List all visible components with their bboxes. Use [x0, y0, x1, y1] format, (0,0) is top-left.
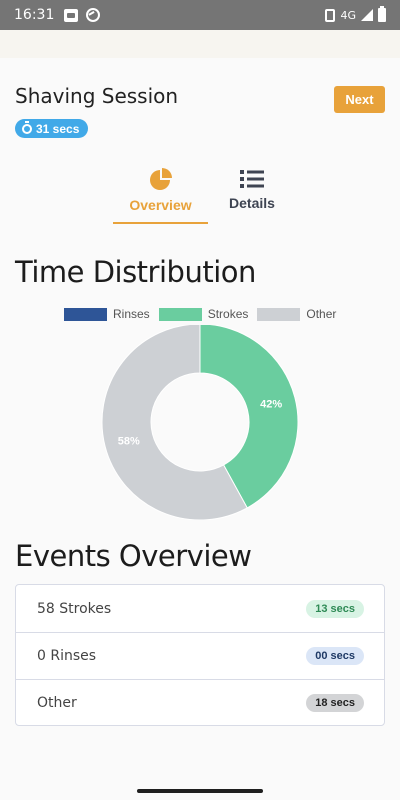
session-duration: 31 secs — [36, 121, 80, 136]
legend-swatch-other — [257, 307, 301, 321]
home-gesture-handle[interactable] — [137, 789, 263, 793]
photo-notification-icon — [64, 8, 79, 22]
legend-item-rinses[interactable]: Rinses — [64, 307, 150, 321]
vibrate-icon — [325, 8, 336, 22]
event-label: Other — [37, 695, 77, 711]
network-type: 4G — [340, 8, 356, 22]
donut-slice-strokes[interactable] — [199, 325, 299, 509]
status-notifications — [64, 8, 101, 22]
legend-item-other[interactable]: Other — [257, 307, 336, 321]
event-row-other[interactable]: Other 18 secs — [16, 679, 384, 726]
legend-swatch-rinses — [64, 307, 107, 321]
tab-details[interactable]: Details — [221, 168, 283, 224]
battery-icon — [378, 6, 386, 22]
event-duration-badge: 13 secs — [306, 599, 364, 618]
tab-overview-label: Overview — [129, 197, 192, 213]
tab-bar: Overview Details — [113, 168, 293, 224]
events-list: 58 Strokes 13 secs 0 Rinses 00 secs Othe… — [15, 584, 385, 726]
tab-details-label: Details — [229, 195, 275, 211]
chart-legend: Rinses Strokes Other — [64, 306, 345, 322]
event-label: 0 Rinses — [37, 648, 97, 664]
signal-icon — [361, 9, 373, 21]
pie-chart-icon — [149, 168, 172, 190]
event-row-rinses[interactable]: 0 Rinses 00 secs — [16, 632, 384, 679]
legend-label-other: Other — [306, 307, 337, 321]
donut-label-other: 58% — [118, 435, 140, 447]
list-icon — [240, 170, 264, 188]
sync-notification-icon — [86, 8, 101, 22]
status-time: 16:31 — [14, 7, 55, 23]
donut-label-strokes: 42% — [260, 399, 282, 411]
status-bar: 16:31 4G — [0, 0, 400, 30]
tab-overview[interactable]: Overview — [113, 168, 208, 224]
legend-swatch-strokes — [158, 307, 202, 321]
legend-label-rinses: Rinses — [113, 307, 150, 321]
event-duration-badge: 18 secs — [306, 694, 364, 712]
event-duration-badge: 00 secs — [306, 647, 364, 665]
stopwatch-icon — [22, 120, 32, 134]
session-title: Shaving Session — [15, 84, 179, 108]
time-distribution-title: Time Distribution — [15, 255, 256, 289]
app-header — [0, 30, 400, 58]
event-row-strokes[interactable]: 58 Strokes 13 secs — [16, 585, 384, 632]
next-button[interactable]: Next — [334, 86, 385, 113]
donut-slice-other[interactable] — [101, 325, 248, 520]
legend-label-strokes: Strokes — [207, 307, 249, 321]
time-distribution-donut-chart: 0%42%58% — [101, 325, 299, 520]
session-duration-badge: 31 secs — [15, 119, 89, 138]
events-overview-title: Events Overview — [15, 539, 252, 573]
legend-item-strokes[interactable]: Strokes — [158, 307, 249, 321]
event-label: 58 Strokes — [37, 600, 112, 617]
status-system-icons: 4G — [325, 6, 386, 22]
